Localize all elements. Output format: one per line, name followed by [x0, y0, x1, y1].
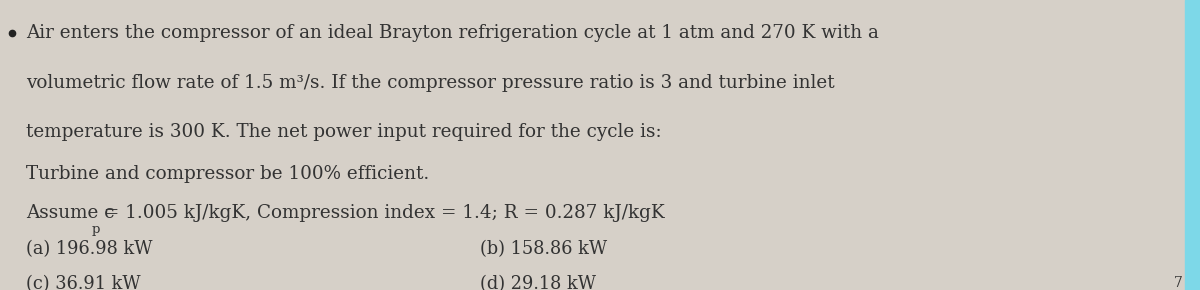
Text: volumetric flow rate of 1.5 m³/s. If the compressor pressure ratio is 3 and turb: volumetric flow rate of 1.5 m³/s. If the…: [26, 74, 835, 92]
Text: 7: 7: [1174, 276, 1182, 290]
Text: Air enters the compressor of an ideal Brayton refrigeration cycle at 1 atm and 2: Air enters the compressor of an ideal Br…: [26, 24, 880, 42]
Bar: [1186, 0, 1200, 290]
Text: (a) 196.98 kW: (a) 196.98 kW: [26, 240, 152, 258]
Text: Assume c: Assume c: [26, 204, 115, 222]
Text: p: p: [92, 223, 101, 235]
Text: = 1.005 kJ/kgK, Compression index = 1.4; R = 0.287 kJ/kgK: = 1.005 kJ/kgK, Compression index = 1.4;…: [98, 204, 665, 222]
Text: temperature is 300 K. The net power input required for the cycle is:: temperature is 300 K. The net power inpu…: [26, 123, 662, 141]
Text: (d) 29.18 kW: (d) 29.18 kW: [480, 275, 596, 290]
Text: (c) 36.91 kW: (c) 36.91 kW: [26, 275, 142, 290]
Text: Turbine and compressor be 100% efficient.: Turbine and compressor be 100% efficient…: [26, 165, 430, 183]
Text: (b) 158.86 kW: (b) 158.86 kW: [480, 240, 607, 258]
